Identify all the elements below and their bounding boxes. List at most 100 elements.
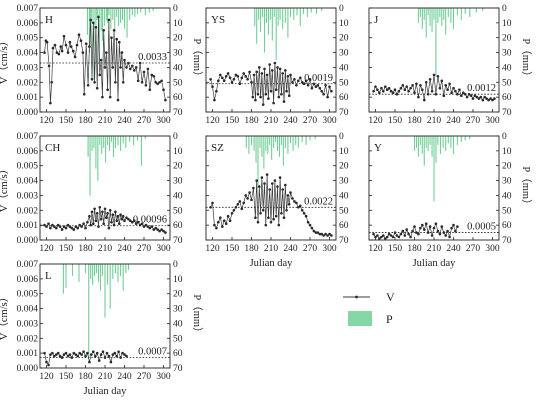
v-point: [282, 100, 286, 103]
v-point: [473, 94, 477, 97]
y-tick-label: 0.005: [17, 162, 39, 172]
p-tick-label: 10: [339, 19, 349, 29]
v-point: [385, 235, 389, 239]
v-point: [134, 66, 138, 69]
v-point: [285, 209, 288, 212]
v-point: [405, 85, 409, 88]
v-point: [154, 226, 157, 230]
v-point: [222, 79, 226, 83]
p-tick-label: 30: [502, 177, 512, 187]
v-point: [428, 78, 432, 81]
v-point: [318, 86, 322, 90]
v-point: [308, 78, 312, 81]
v-point: [250, 198, 253, 202]
v-point: [108, 209, 112, 212]
v-point: [272, 217, 275, 221]
v-point: [133, 219, 136, 222]
v-point: [136, 79, 140, 83]
v-point: [260, 176, 264, 179]
p-tick-label: 70: [173, 108, 183, 118]
v-point: [72, 228, 76, 231]
v-point: [107, 354, 111, 358]
v-point: [230, 212, 234, 215]
v-point: [423, 98, 426, 102]
v-point: [278, 176, 282, 179]
p-tick-label: 0: [173, 260, 178, 270]
v-point: [103, 66, 107, 69]
mean-value-label: 0.0033: [138, 52, 167, 63]
v-point: [116, 98, 120, 102]
v-point: [376, 88, 379, 91]
v-point: [314, 231, 318, 234]
v-point: [424, 81, 428, 84]
x-tick-label: 240: [283, 116, 298, 126]
y-tick-label: 0.004: [17, 305, 39, 315]
v-point: [286, 194, 290, 197]
v-point: [110, 36, 113, 39]
x-tick-label: 270: [137, 372, 152, 382]
legend: V P: [343, 290, 395, 326]
v-point: [401, 84, 405, 87]
p-tick-label: 60: [173, 93, 183, 103]
x-tick-label: 300: [156, 244, 171, 254]
v-point: [70, 226, 74, 230]
v-point: [302, 82, 306, 86]
v-point: [277, 223, 281, 227]
v-point: [421, 88, 424, 91]
x-tick-label: 270: [137, 244, 152, 254]
x-tick-label: 240: [446, 116, 461, 126]
panel-j: 0.0012 120 150 180 210 240 270 300 0 10 20 30 40 50 60…: [368, 4, 532, 126]
v-point: [89, 223, 92, 227]
x-tick-label: 240: [446, 244, 461, 254]
p-tick-label: 30: [339, 177, 349, 187]
panel-label: SZ: [211, 142, 224, 154]
p-tick-label: 40: [502, 191, 512, 201]
v-point: [462, 91, 465, 94]
v-point: [393, 231, 397, 234]
x-tick-label: 180: [244, 116, 259, 126]
v-point: [114, 81, 117, 84]
v-point: [123, 219, 126, 222]
x-tick-label: 120: [205, 116, 220, 126]
v-point: [234, 206, 238, 209]
legend-p-label: P: [386, 312, 393, 326]
x-tick-label: 270: [137, 116, 152, 126]
v-point: [152, 228, 156, 231]
v-point: [164, 98, 167, 102]
v-point: [226, 214, 230, 218]
v-point: [158, 81, 161, 84]
v-point: [415, 231, 418, 234]
y-tick-label: 0.001: [17, 349, 39, 359]
x-tick-label: 210: [264, 244, 279, 254]
v-point: [111, 66, 115, 69]
plot-frame: [368, 7, 500, 113]
panel-y: 0.0005 120 150 180 210 240 270 300 0 10 20 30 40 50 60…: [368, 132, 532, 269]
v-point: [419, 226, 422, 230]
v-point: [64, 226, 68, 230]
v-point: [68, 40, 72, 44]
v-point: [426, 231, 430, 234]
v-point: [401, 229, 405, 233]
x-tick-label: 270: [466, 244, 481, 254]
v-point: [273, 61, 277, 65]
v-point: [221, 225, 224, 228]
mean-value-label: 0.0022: [304, 196, 333, 207]
v-point: [300, 209, 304, 212]
v-point: [430, 89, 434, 93]
v-point: [75, 43, 79, 47]
v-point: [489, 97, 492, 100]
p-tick-label: 50: [173, 206, 183, 216]
v-point: [282, 216, 286, 219]
v-point: [115, 37, 118, 41]
v-point: [45, 360, 48, 364]
x-tick-label: 150: [59, 244, 74, 254]
y-tick-label: 0.002: [17, 206, 39, 216]
v-point: [121, 351, 124, 355]
v-point: [387, 86, 391, 90]
v-point: [291, 81, 294, 84]
v-point: [105, 51, 108, 54]
v-point: [99, 353, 103, 356]
x-tick-label: 270: [303, 244, 318, 254]
v-point: [487, 98, 490, 102]
